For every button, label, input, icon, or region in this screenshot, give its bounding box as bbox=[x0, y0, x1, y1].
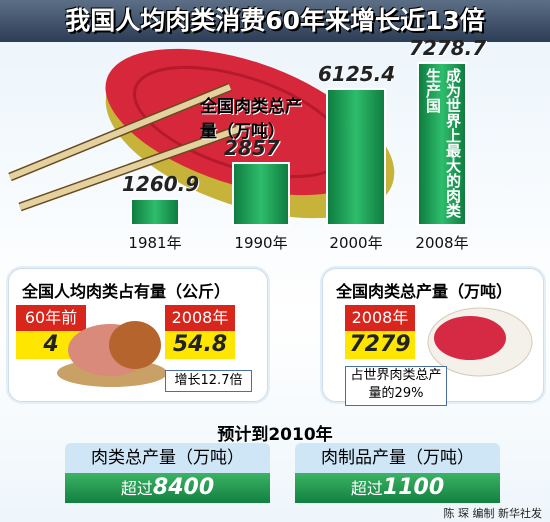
forecast-title: 预计到2010年 bbox=[217, 425, 333, 445]
value-label: 7278.7 bbox=[409, 36, 487, 61]
x-tick-label: 1981年 bbox=[128, 234, 182, 252]
bar-annotation: 成为世界上最大的肉类生产国 bbox=[424, 68, 462, 219]
prefix: 超过 bbox=[120, 479, 153, 498]
value: 7279 bbox=[345, 331, 415, 359]
value-label: 6125.4 bbox=[318, 62, 396, 87]
ham-illustration bbox=[57, 321, 167, 387]
value-label: 2857 bbox=[224, 135, 280, 160]
note: 占世界肉类总产量的29% bbox=[345, 366, 447, 406]
bar bbox=[232, 161, 290, 226]
x-tick-label: 2008年 bbox=[415, 234, 469, 252]
bar bbox=[326, 88, 386, 226]
forecast-label: 肉类总产量（万吨） bbox=[65, 443, 270, 473]
forecast-label: 肉制品产量（万吨） bbox=[295, 443, 500, 473]
note: 增长12.7倍 bbox=[165, 370, 252, 392]
value-label: 1260.9 bbox=[122, 171, 200, 196]
value: 54.8 bbox=[165, 331, 235, 359]
bar bbox=[417, 62, 467, 226]
forecast-value: 超过8400 bbox=[65, 473, 270, 503]
title: 我国人均肉类消费60年来增长近13倍 bbox=[0, 0, 550, 42]
credit: 陈 琛 编制 新华社发 bbox=[443, 507, 543, 520]
chart-title: 全国肉类总产量（万吨） bbox=[200, 97, 302, 142]
value: 8400 bbox=[152, 475, 215, 500]
label: 60年前 bbox=[16, 305, 86, 331]
prefix: 超过 bbox=[350, 479, 383, 498]
label: 2008年 bbox=[345, 305, 415, 331]
bar bbox=[130, 197, 180, 226]
forecast-value: 超过1100 bbox=[295, 473, 500, 503]
panel-title: 全国人均肉类占有量（公斤） bbox=[22, 282, 231, 301]
panel-title: 全国肉类总产量（万吨） bbox=[336, 282, 513, 301]
x-tick-label: 2000年 bbox=[329, 234, 383, 252]
value: 1100 bbox=[382, 475, 445, 500]
x-tick-label: 1990年 bbox=[234, 234, 288, 252]
label: 2008年 bbox=[165, 305, 235, 331]
meat-illustration bbox=[8, 48, 395, 219]
meat-slice-illustration bbox=[427, 307, 533, 377]
